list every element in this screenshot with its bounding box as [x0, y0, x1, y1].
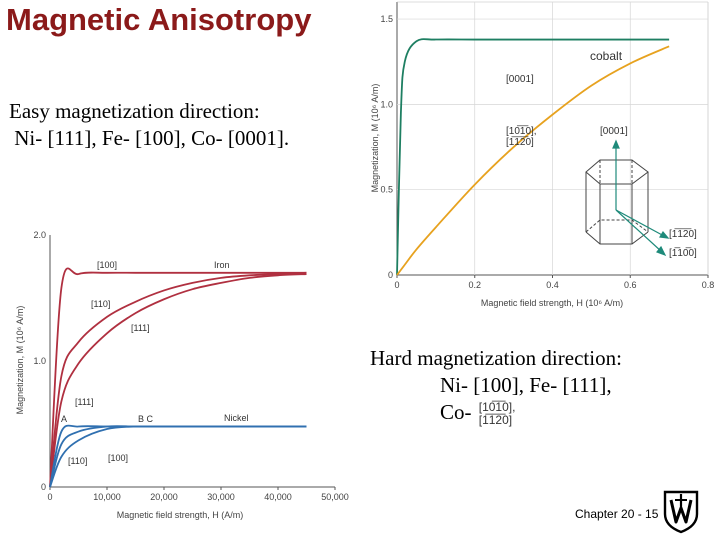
- ni-110-label: [110]: [68, 456, 87, 466]
- x-tick-label: 0.2: [468, 280, 481, 290]
- hard-direction-heading: Hard magnetization direction:: [370, 346, 622, 370]
- hard-direction-co-label: Co-: [440, 400, 472, 424]
- fe-ni-series-lines: [49, 267, 307, 488]
- hard-direction-ni-fe: Ni- [100], Fe- [111],: [440, 373, 612, 397]
- iron-label: Iron: [214, 260, 230, 270]
- co-miller-1010: [10̅1̅0],: [478, 400, 516, 415]
- hexagonal-crystal-sketch: [585, 159, 649, 245]
- y-tick-label: 0.5: [380, 185, 393, 195]
- hexagon-bottom-back: [585, 219, 649, 233]
- hard-direction-text: Hard magnetization direction: Ni- [100],…: [370, 345, 622, 427]
- cobalt-y-label: Magnetization, M (10⁶ A/m): [370, 84, 380, 193]
- hexagon-1010-label: [1̅10̅0]: [669, 247, 697, 259]
- ni-111-label: [111]: [75, 397, 94, 407]
- chapter-footer: Chapter 20 - 15: [575, 507, 659, 521]
- fe-110-label: [110]: [91, 299, 110, 309]
- cobalt-x-label: Magnetic field strength, H (10⁶ A/m): [481, 298, 623, 308]
- hard-direction-co-miller: [10̅1̅0], [1̅1̅2̅0]: [479, 401, 516, 427]
- arrow-1120: [615, 209, 665, 237]
- cobalt-figure: 0 0.2 0.4 0.6 0.8 0 0.5 1.0 1.5 Magnetization, M…: [364, 0, 720, 330]
- x-tick-label: 0: [394, 280, 399, 290]
- fe-ni-x-label: Magnetic field strength, H (A/m): [117, 510, 244, 520]
- seal-graphic: [663, 490, 699, 534]
- point-bc-label: B C: [138, 414, 154, 424]
- series-line-1-0: [396, 38, 670, 276]
- slide-title: Magnetic Anisotropy: [6, 2, 312, 37]
- x-tick-label: 20,000: [150, 492, 178, 502]
- series-line-0-2: [49, 273, 307, 488]
- university-seal-logo: [660, 488, 702, 539]
- x-tick-label: 10,000: [93, 492, 121, 502]
- x-tick-label: 0.8: [702, 280, 715, 290]
- ni-100-label: [100]: [108, 453, 128, 463]
- y-tick-label: 1.0: [380, 99, 393, 109]
- hexagon-1120-label: [1̅1̅2̅0]: [669, 228, 697, 240]
- cobalt-1120-label: [1̅1̅2̅0]: [506, 136, 534, 148]
- x-tick-label: 30,000: [207, 492, 235, 502]
- y-tick-label: 1.0: [33, 356, 46, 366]
- crystal-direction-arrows: [612, 139, 670, 257]
- arrow-1010: [615, 209, 663, 253]
- fe-ni-y-label: Magnetization, M (10⁶ A/m): [15, 306, 25, 415]
- easy-direction-values: Ni- [111], Fe- [100], Co- [0001].: [9, 126, 290, 150]
- cobalt-series-lines: [396, 38, 670, 276]
- cobalt-title-label: cobalt: [590, 49, 623, 63]
- series-line-0-5: [49, 425, 307, 488]
- y-tick-label: 2.0: [33, 230, 46, 240]
- co-miller-1120: [1̅1̅2̅0]: [478, 413, 513, 428]
- fe-100-label: [100]: [97, 260, 117, 270]
- series-line-0-0: [49, 267, 307, 488]
- y-tick-label: 0: [388, 270, 393, 280]
- hexagon-bottom-front: [585, 231, 649, 245]
- arrow-1010-head: [656, 245, 667, 257]
- arrow-1120-head: [659, 230, 670, 239]
- hexagon-0001-label: [0001]: [600, 126, 628, 137]
- x-tick-label: 0.4: [546, 280, 559, 290]
- hard-direction-co: Co- [10̅1̅0], [1̅1̅2̅0]: [370, 399, 622, 427]
- y-tick-label: 0: [41, 482, 46, 492]
- series-line-0-1: [49, 271, 307, 488]
- fe-111-label: [111]: [131, 323, 150, 333]
- cobalt-tick-labels: 0 0.2 0.4 0.6 0.8 0 0.5 1.0 1.5: [380, 14, 714, 290]
- cobalt-1010-label: [10̅1̅0],: [506, 125, 537, 137]
- easy-direction-text: Easy magnetization direction: Ni- [111],…: [9, 98, 289, 152]
- series-line-1-1: [396, 45, 670, 276]
- x-tick-label: 50,000: [321, 492, 349, 502]
- easy-direction-heading: Easy magnetization direction:: [9, 99, 260, 123]
- x-tick-label: 0.6: [624, 280, 637, 290]
- arrow-0001-head: [612, 139, 620, 149]
- x-tick-label: 40,000: [264, 492, 292, 502]
- y-tick-label: 1.5: [380, 14, 393, 24]
- cobalt-figure-background: [364, 0, 720, 330]
- cobalt-gridlines: [397, 2, 709, 275]
- fe-ni-tick-labels: 0 10,000 20,000 30,000 40,000 50,000 0 1.0 2.0: [33, 230, 348, 502]
- point-a-label: A: [61, 414, 67, 424]
- x-tick-label: 0: [47, 492, 52, 502]
- nickel-label: Nickel: [224, 413, 249, 423]
- cobalt-0001-label: [0001]: [506, 74, 534, 85]
- iron-nickel-figure: 0 10,000 20,000 30,000 40,000 50,000 0 1.0 2.0 M…: [15, 230, 349, 520]
